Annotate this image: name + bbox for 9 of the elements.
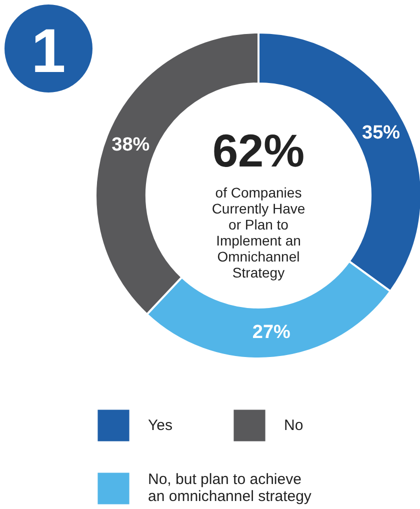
data-label: 35% bbox=[362, 122, 400, 144]
text: of Companies Currently Have or Plan to Implement an Omnichannel Strategy bbox=[212, 184, 306, 280]
legend-label: Yes bbox=[148, 416, 174, 434]
text: 62% bbox=[212, 124, 305, 176]
legend-label: No bbox=[284, 416, 304, 434]
text: 1 bbox=[31, 17, 66, 86]
legend-label: No, but plan to achieve an omnichannel strategy bbox=[148, 471, 312, 505]
data-label: 38% bbox=[112, 134, 150, 156]
data-label: 27% bbox=[252, 322, 291, 343]
